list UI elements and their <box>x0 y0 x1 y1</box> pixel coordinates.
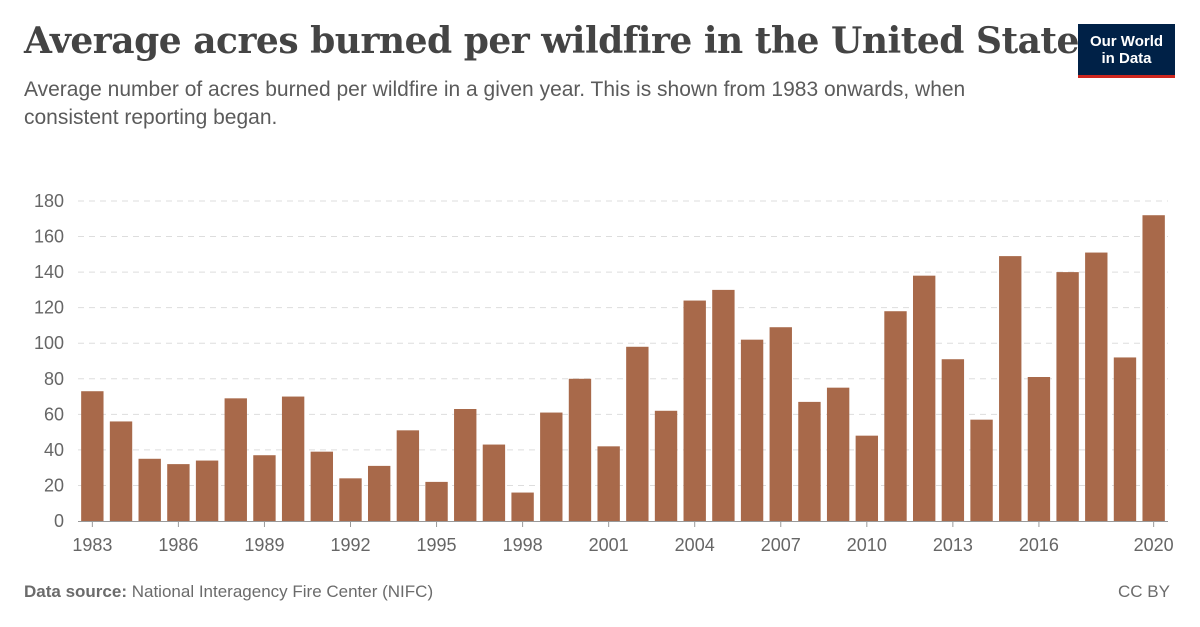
y-tick-label: 0 <box>54 511 64 531</box>
x-tick-label: 2007 <box>761 535 801 555</box>
bar-1984[interactable] <box>109 421 133 521</box>
y-axis-ticks: 0 20 40 60 80 100 120 140 160 180 <box>34 191 64 531</box>
y-tick-label: 120 <box>34 298 64 318</box>
bar-2000[interactable] <box>568 378 592 521</box>
x-axis-ticks: 1983 1986 1989 1992 1995 1998 2001 2004 2007 2010… <box>72 521 1174 555</box>
bar-2016[interactable] <box>1027 377 1051 521</box>
chart-title: Average acres burned per wildfire in the… <box>24 20 1099 62</box>
bar-2002[interactable] <box>626 346 649 521</box>
y-tick-label: 160 <box>34 227 64 247</box>
bar-1995[interactable] <box>425 481 448 521</box>
y-tick-label: 140 <box>34 262 64 282</box>
bar-2012[interactable] <box>912 275 936 521</box>
bar-1994[interactable] <box>396 430 420 521</box>
bar-2009[interactable] <box>826 387 850 521</box>
bar-chart: 0 20 40 60 80 100 120 140 160 180 1983 1986 1989 199… <box>34 191 1174 555</box>
logo-line-1: Our World <box>1089 32 1164 50</box>
y-tick-label: 60 <box>44 404 64 424</box>
x-tick-label: 2004 <box>675 535 715 555</box>
x-tick-label: 1983 <box>72 535 112 555</box>
x-tick-label: 1998 <box>503 535 543 555</box>
bar-2015[interactable] <box>999 256 1022 521</box>
bar-2005[interactable] <box>712 289 735 521</box>
bar-2017[interactable] <box>1056 272 1079 521</box>
y-tick-label: 20 <box>44 475 64 495</box>
bar-1983[interactable] <box>81 391 104 521</box>
chart-subtitle: Average number of acres burned per wildf… <box>24 78 966 129</box>
bar-2006[interactable] <box>740 339 764 521</box>
x-tick-label: 2016 <box>1019 535 1059 555</box>
bar-1999[interactable] <box>540 412 563 521</box>
bar-1991[interactable] <box>310 451 334 521</box>
y-tick-label: 100 <box>34 333 64 353</box>
y-tick-label: 40 <box>44 440 64 460</box>
bar-1998[interactable] <box>511 492 534 521</box>
x-tick-label: 2013 <box>933 535 973 555</box>
bar-2013[interactable] <box>941 359 965 521</box>
bar-1996[interactable] <box>454 409 477 521</box>
bar-1985[interactable] <box>138 458 161 521</box>
x-tick-label: 1986 <box>158 535 198 555</box>
bar-2018[interactable] <box>1085 252 1108 522</box>
bar-2014[interactable] <box>970 419 993 521</box>
x-tick-label: 1995 <box>417 535 457 555</box>
logo-line-2: in Data <box>1101 49 1152 67</box>
x-tick-label: 1992 <box>330 535 370 555</box>
bar-1989[interactable] <box>253 455 276 521</box>
bar-2019[interactable] <box>1113 357 1137 521</box>
bar-1993[interactable] <box>367 465 391 521</box>
x-tick-label: 2010 <box>847 535 887 555</box>
x-tick-label: 1989 <box>244 535 284 555</box>
bar-1986[interactable] <box>167 464 190 521</box>
bar-2004[interactable] <box>683 300 706 521</box>
bar-2001[interactable] <box>597 446 620 521</box>
bar-2011[interactable] <box>884 311 907 521</box>
owid-logo[interactable]: Our World in Data <box>1078 24 1175 78</box>
data-source-text[interactable]: National Interagency Fire Center (NIFC) <box>131 582 434 601</box>
bar-1988[interactable] <box>224 398 247 521</box>
bars <box>81 215 1165 522</box>
bar-1990[interactable] <box>281 396 305 521</box>
bar-1997[interactable] <box>482 444 506 521</box>
y-tick-label: 180 <box>34 191 64 211</box>
bar-1987[interactable] <box>195 460 219 521</box>
license-link[interactable]: CC BY <box>1118 582 1170 601</box>
bar-2010[interactable] <box>855 435 879 521</box>
data-source: Data source: National Interagency Fire C… <box>24 582 433 602</box>
x-tick-label: 2001 <box>589 535 629 555</box>
bar-1992[interactable] <box>339 478 362 521</box>
x-tick-label: 2020 <box>1134 535 1174 555</box>
data-source-label: Data source: <box>24 582 127 601</box>
bar-2007[interactable] <box>769 327 792 521</box>
grid-lines <box>78 200 1168 486</box>
bar-2008[interactable] <box>798 401 821 521</box>
y-tick-label: 80 <box>44 369 64 389</box>
bar-2020[interactable] <box>1142 215 1165 521</box>
bar-2003[interactable] <box>654 410 678 521</box>
